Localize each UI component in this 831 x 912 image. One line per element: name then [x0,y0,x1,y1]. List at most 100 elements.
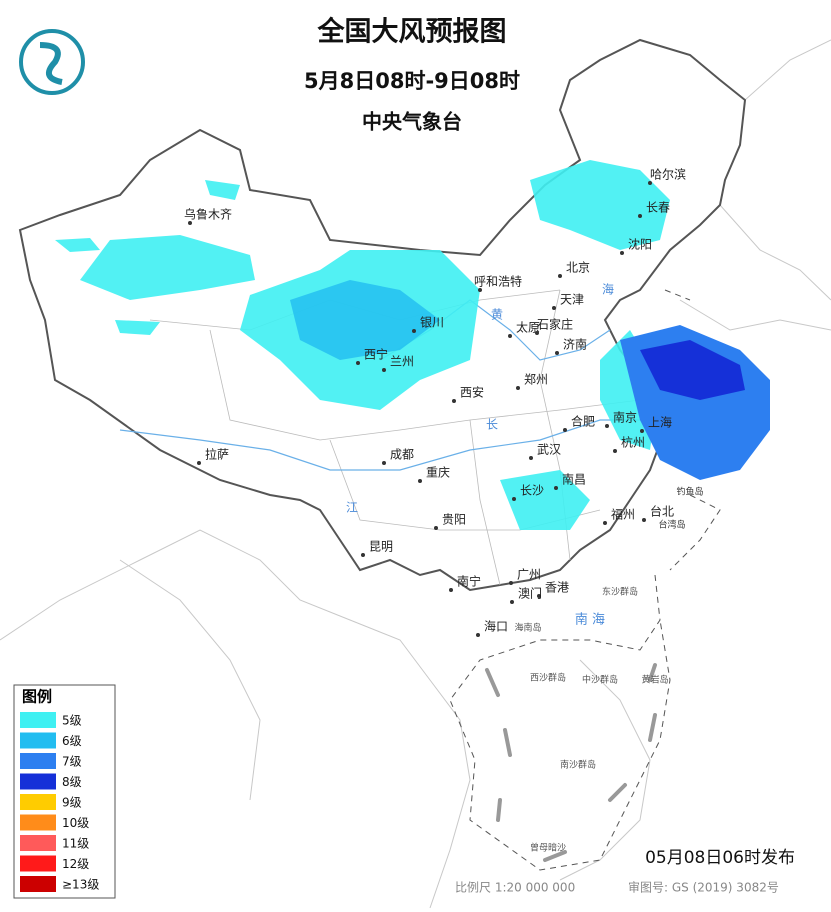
city-dot [563,428,567,432]
city-dot [412,329,416,333]
city-label: 郑州 [524,372,548,387]
city-dot [620,251,624,255]
legend-swatch [20,794,56,810]
logo-mark [39,42,63,85]
place-label: 台湾岛 [658,519,685,531]
city-label: 上海 [648,415,672,430]
place-label: 海南岛 [514,622,541,634]
place-label: 海 [602,282,614,297]
review-number: 审图号: GS (2019) 3082号 [628,880,779,895]
wind-areas [55,160,770,530]
city-dot [356,361,360,365]
place-label: 中沙群岛 [582,674,618,686]
city-label: 南宁 [457,574,481,589]
city-dot [418,479,422,483]
legend-label: 9级 [62,796,82,810]
city-label: 长春 [646,201,670,215]
city-label: 拉萨 [205,447,229,462]
title: 全国大风预报图 [317,16,507,48]
city-label: 武汉 [537,443,561,457]
place-label: 钓鱼岛 [676,486,703,498]
legend-label: 10级 [62,816,89,830]
city-dot [478,288,482,292]
neighbor-borders [0,39,831,909]
city-dot [508,334,512,338]
city-label: 南京 [613,410,637,425]
legend-swatch [20,753,56,769]
legend-swatch [20,855,56,872]
issued-time: 05月08日06时发布 [645,848,795,868]
city-dot [382,461,386,465]
place-label: 曾母暗沙 [530,842,566,854]
city-label: 长沙 [520,484,544,498]
place-label: 南 海 [575,612,605,628]
legend-label: 6级 [62,734,82,748]
city-label: 沈阳 [628,237,652,252]
scale: 比例尺 1:20 000 000 [455,881,575,895]
city-label: 贵阳 [442,513,466,527]
city-dot [648,181,652,185]
city-dot [603,521,607,525]
city-label: 西安 [460,385,484,400]
legend-label: 11级 [62,837,89,851]
place-label: 东沙群岛 [602,586,638,598]
legend-swatch [20,876,56,892]
city-dot [382,368,386,372]
city-label: 南昌 [562,472,586,487]
subtitle: 5月8日08时-9日08时 [304,69,520,93]
place-label: 黄 [491,308,503,322]
city-label: 重庆 [426,466,450,480]
city-dot [361,553,365,557]
city-label: 台北 [650,504,674,519]
city-dot [516,386,520,390]
legend-label: 7级 [62,755,82,769]
nine-dash-line [485,663,657,862]
legend-swatch [20,732,56,749]
city-label: 兰州 [390,355,414,369]
city-dot [640,429,644,433]
city-dot [476,633,480,637]
city-label: 昆明 [369,540,393,554]
city-label: 石家庄 [537,317,573,332]
city-dot [529,456,533,460]
city-dot [555,351,559,355]
legend-swatch [20,712,56,728]
place-label: 西沙群岛 [530,672,566,684]
place-label: 长 [486,418,498,432]
legend-label: 5级 [62,714,82,728]
city-dot [613,449,617,453]
legend-title: 图例 [22,688,52,706]
city-dot [449,588,453,592]
legend-swatch [20,814,56,831]
city-dot [452,399,456,403]
city-dot [512,497,516,501]
legend-swatch [20,773,56,790]
city-label: 合肥 [571,414,595,429]
issuer: 中央气象台 [362,110,462,134]
city-dot [188,221,192,225]
city-dot [554,486,558,490]
city-dot [535,331,539,335]
city-label: 西宁 [364,347,388,362]
city-label: 呼和浩特 [474,274,522,289]
sea-boundaries [449,289,721,871]
city-label: 澳门 [518,586,542,601]
city-label: 乌鲁木齐 [184,207,232,222]
city-label: 广州 [517,568,541,582]
city-label: 香港 [545,581,569,595]
city-label: 北京 [566,261,590,275]
city-dot [642,518,646,522]
city-label: 太原 [516,320,540,335]
legend-label: 8级 [62,775,82,789]
city-dot [537,594,541,598]
city-dot [638,214,642,218]
legend-items: 5级 6级 7级 8级 9级 10级 11级 12级 ≥13级 [20,712,99,892]
place-label: 南沙群岛 [560,759,596,771]
city-label: 海口 [484,619,508,634]
place-label: 黄岩岛 [641,674,668,686]
city-label: 杭州 [621,435,645,450]
city-label: 福州 [611,507,635,522]
city-label: 哈尔滨 [650,167,686,182]
